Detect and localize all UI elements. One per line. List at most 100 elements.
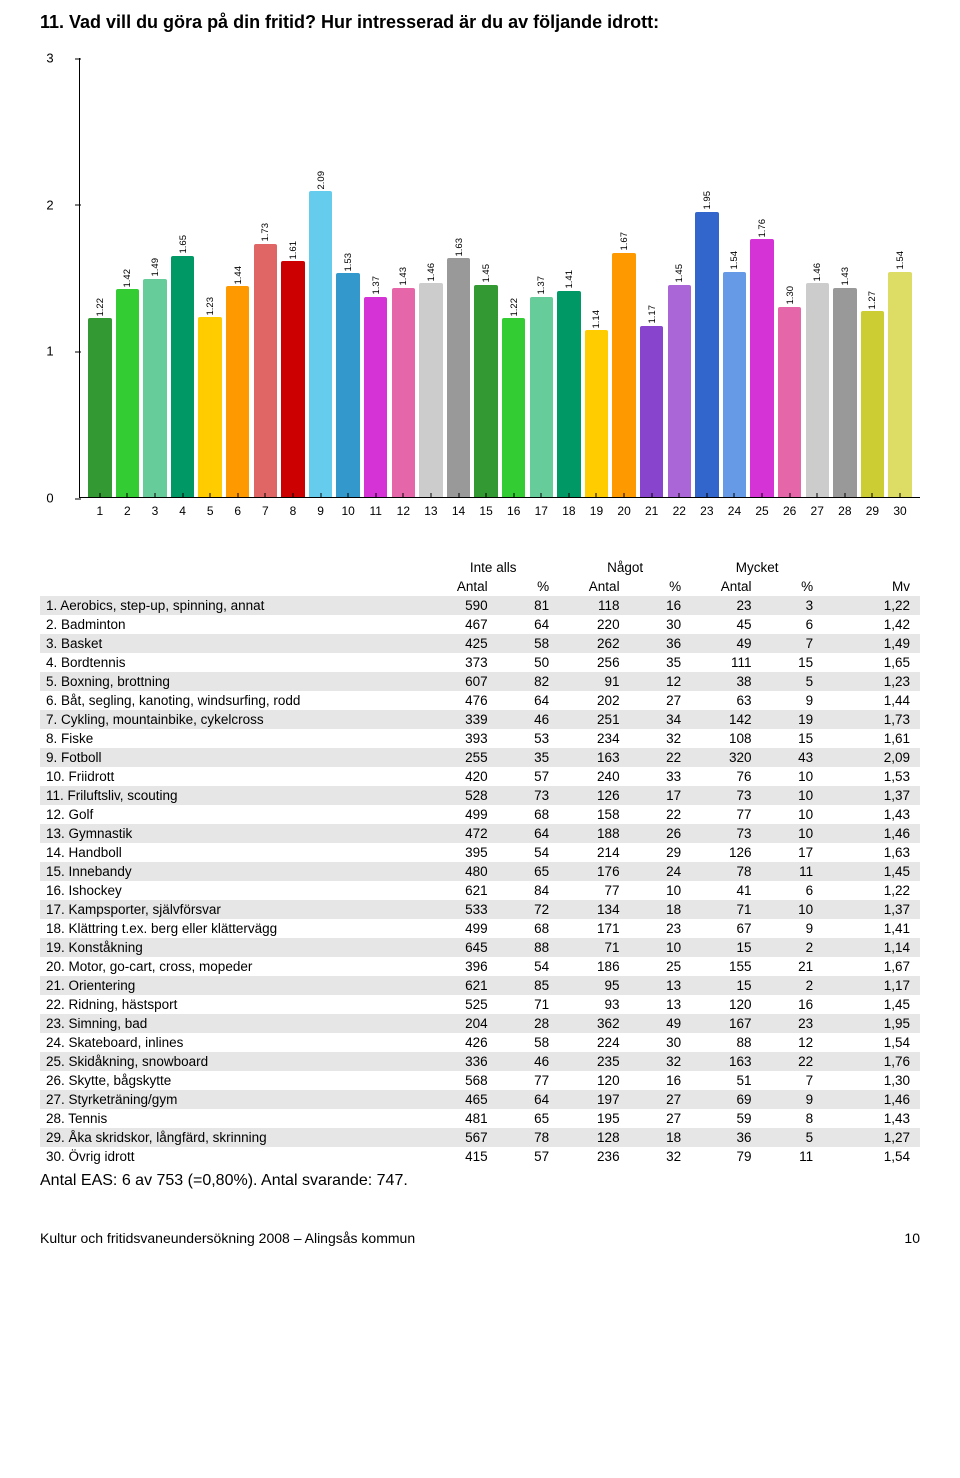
cell: 7 bbox=[762, 1071, 824, 1090]
cell: 65 bbox=[498, 1109, 560, 1128]
table-row: 12. Golf499681582277101,43 bbox=[40, 805, 920, 824]
cell: 63 bbox=[691, 691, 761, 710]
cell: 256 bbox=[559, 653, 629, 672]
cell: 36 bbox=[691, 1128, 761, 1147]
bar: 1.23 bbox=[196, 58, 224, 497]
cell: 29 bbox=[630, 843, 692, 862]
cell: 339 bbox=[427, 710, 497, 729]
table-row: 25. Skidåkning, snowboard336462353216322… bbox=[40, 1052, 920, 1071]
table-row: 22. Ridning, hästsport525719313120161,45 bbox=[40, 995, 920, 1014]
cell: 6 bbox=[762, 881, 824, 900]
table-row: 7. Cykling, mountainbike, cykelcross3394… bbox=[40, 710, 920, 729]
footer-left: Kultur och fritidsvaneundersökning 2008 … bbox=[40, 1230, 415, 1246]
bar-value-label: 1.45 bbox=[481, 264, 492, 283]
plot-area: 1.221.421.491.651.231.441.731.612.091.53… bbox=[80, 58, 920, 498]
cell: 158 bbox=[559, 805, 629, 824]
cell: 24 bbox=[630, 862, 692, 881]
bar: 1.44 bbox=[224, 58, 252, 497]
cell: 85 bbox=[498, 976, 560, 995]
cell: 1,37 bbox=[823, 900, 920, 919]
cell: 79 bbox=[691, 1147, 761, 1166]
cell: 58 bbox=[498, 634, 560, 653]
row-label: 11. Friluftsliv, scouting bbox=[40, 786, 427, 805]
sub-header: Antal bbox=[559, 577, 629, 596]
cell: 58 bbox=[498, 1033, 560, 1052]
y-tick: 1 bbox=[20, 344, 80, 359]
sub-header: % bbox=[630, 577, 692, 596]
cell: 1,14 bbox=[823, 938, 920, 957]
cell: 204 bbox=[427, 1014, 497, 1033]
cell: 393 bbox=[427, 729, 497, 748]
cell: 480 bbox=[427, 862, 497, 881]
cell: 645 bbox=[427, 938, 497, 957]
cell: 1,22 bbox=[823, 881, 920, 900]
cell: 50 bbox=[498, 653, 560, 672]
cell: 54 bbox=[498, 957, 560, 976]
cell: 251 bbox=[559, 710, 629, 729]
bar: 1.46 bbox=[417, 58, 445, 497]
cell: 77 bbox=[691, 805, 761, 824]
x-tick: 18 bbox=[555, 498, 583, 528]
row-label: 17. Kampsporter, självförsvar bbox=[40, 900, 427, 919]
x-tick: 1 bbox=[86, 498, 114, 528]
bar: 1.27 bbox=[859, 58, 887, 497]
cell: 1,27 bbox=[823, 1128, 920, 1147]
table-row: 8. Fiske3935323432108151,61 bbox=[40, 729, 920, 748]
cell: 67 bbox=[691, 919, 761, 938]
cell: 336 bbox=[427, 1052, 497, 1071]
bar: 1.54 bbox=[721, 58, 749, 497]
row-label: 23. Simning, bad bbox=[40, 1014, 427, 1033]
cell: 202 bbox=[559, 691, 629, 710]
bar-value-label: 1.73 bbox=[260, 223, 271, 242]
cell: 163 bbox=[691, 1052, 761, 1071]
row-label: 5. Boxning, brottning bbox=[40, 672, 427, 691]
cell: 142 bbox=[691, 710, 761, 729]
row-label: 8. Fiske bbox=[40, 729, 427, 748]
row-label: 20. Motor, go-cart, cross, mopeder bbox=[40, 957, 427, 976]
cell: 9 bbox=[762, 1090, 824, 1109]
cell: 57 bbox=[498, 767, 560, 786]
cell: 188 bbox=[559, 824, 629, 843]
sub-header: Antal bbox=[691, 577, 761, 596]
cell: 34 bbox=[630, 710, 692, 729]
cell: 12 bbox=[762, 1033, 824, 1052]
cell: 1,22 bbox=[823, 596, 920, 615]
x-tick: 11 bbox=[362, 498, 390, 528]
cell: 73 bbox=[691, 824, 761, 843]
bar: 1.76 bbox=[748, 58, 776, 497]
cell: 23 bbox=[630, 919, 692, 938]
bar-value-label: 1.17 bbox=[647, 305, 658, 324]
cell: 32 bbox=[630, 1052, 692, 1071]
cell: 1,46 bbox=[823, 1090, 920, 1109]
cell: 30 bbox=[630, 1033, 692, 1052]
cell: 1,65 bbox=[823, 653, 920, 672]
cell: 10 bbox=[762, 786, 824, 805]
cell: 17 bbox=[762, 843, 824, 862]
cell: 9 bbox=[762, 691, 824, 710]
x-tick: 14 bbox=[445, 498, 473, 528]
cell: 45 bbox=[691, 615, 761, 634]
x-tick: 12 bbox=[390, 498, 418, 528]
cell: 35 bbox=[498, 748, 560, 767]
cell: 10 bbox=[630, 938, 692, 957]
bar-value-label: 1.43 bbox=[398, 267, 409, 286]
x-tick: 26 bbox=[776, 498, 804, 528]
x-tick: 3 bbox=[141, 498, 169, 528]
bar: 1.67 bbox=[610, 58, 638, 497]
cell: 43 bbox=[762, 748, 824, 767]
cell: 224 bbox=[559, 1033, 629, 1052]
group-header: Något bbox=[559, 558, 691, 577]
bar-value-label: 1.76 bbox=[757, 219, 768, 238]
cell: 15 bbox=[691, 976, 761, 995]
cell: 23 bbox=[691, 596, 761, 615]
cell: 27 bbox=[630, 1090, 692, 1109]
cell: 26 bbox=[630, 824, 692, 843]
cell: 49 bbox=[691, 634, 761, 653]
row-label: 14. Handboll bbox=[40, 843, 427, 862]
row-label: 18. Klättring t.ex. berg eller klättervä… bbox=[40, 919, 427, 938]
cell: 373 bbox=[427, 653, 497, 672]
cell: 73 bbox=[498, 786, 560, 805]
cell: 77 bbox=[559, 881, 629, 900]
x-axis: 1234567891011121314151617181920212223242… bbox=[80, 498, 920, 528]
group-header bbox=[823, 558, 920, 577]
